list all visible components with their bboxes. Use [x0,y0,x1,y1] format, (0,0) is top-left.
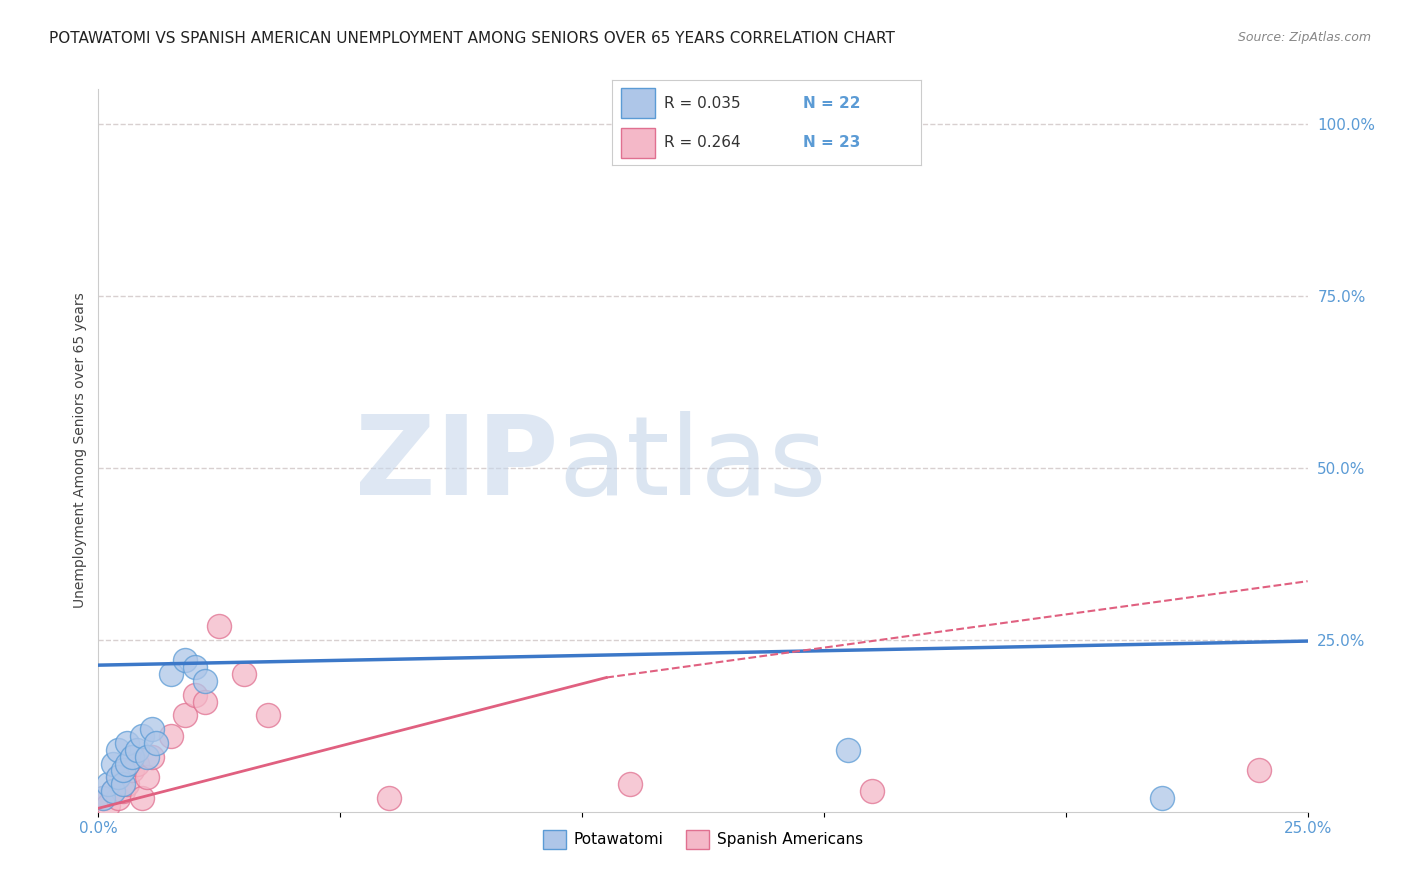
Text: POTAWATOMI VS SPANISH AMERICAN UNEMPLOYMENT AMONG SENIORS OVER 65 YEARS CORRELAT: POTAWATOMI VS SPANISH AMERICAN UNEMPLOYM… [49,31,896,46]
Point [141,722,163,736]
Point [101,784,124,798]
Point [837,743,859,757]
Legend: Potawatomi, Spanish Americans: Potawatomi, Spanish Americans [537,824,869,855]
Point [619,777,641,791]
Point [145,736,167,750]
Point [107,791,129,805]
Point [97,797,120,812]
Point [101,756,124,771]
Text: atlas: atlas [558,411,827,518]
Point [194,695,217,709]
Point [208,619,231,633]
Point [117,736,139,750]
Point [160,667,183,681]
Point [1249,764,1271,778]
Point [1152,791,1174,805]
Point [860,784,883,798]
Point [194,673,217,688]
Point [160,729,183,743]
Point [91,791,114,805]
Point [377,791,399,805]
Point [174,708,197,723]
Point [111,777,134,791]
Text: Source: ZipAtlas.com: Source: ZipAtlas.com [1237,31,1371,45]
Text: N = 23: N = 23 [803,136,860,151]
Point [111,764,134,778]
Point [127,756,149,771]
Text: R = 0.264: R = 0.264 [664,136,741,151]
Point [184,688,207,702]
Point [127,743,149,757]
Point [97,777,120,791]
Point [107,770,129,784]
Bar [621,88,655,119]
Text: ZIP: ZIP [354,411,558,518]
Point [111,784,134,798]
Point [91,791,114,805]
Point [121,764,143,778]
Point [131,791,153,805]
Point [117,777,139,791]
Text: R = 0.035: R = 0.035 [664,95,741,111]
Text: N = 22: N = 22 [803,95,860,111]
Point [107,770,129,784]
Point [232,667,254,681]
Point [117,756,139,771]
Point [131,729,153,743]
Point [256,708,278,723]
Point [174,653,197,667]
Point [135,770,157,784]
Bar [621,128,655,158]
Point [135,749,157,764]
Y-axis label: Unemployment Among Seniors over 65 years: Unemployment Among Seniors over 65 years [73,293,87,608]
Point [184,660,207,674]
Point [141,749,163,764]
Point [779,121,801,136]
Point [107,743,129,757]
Point [101,784,124,798]
Point [121,749,143,764]
